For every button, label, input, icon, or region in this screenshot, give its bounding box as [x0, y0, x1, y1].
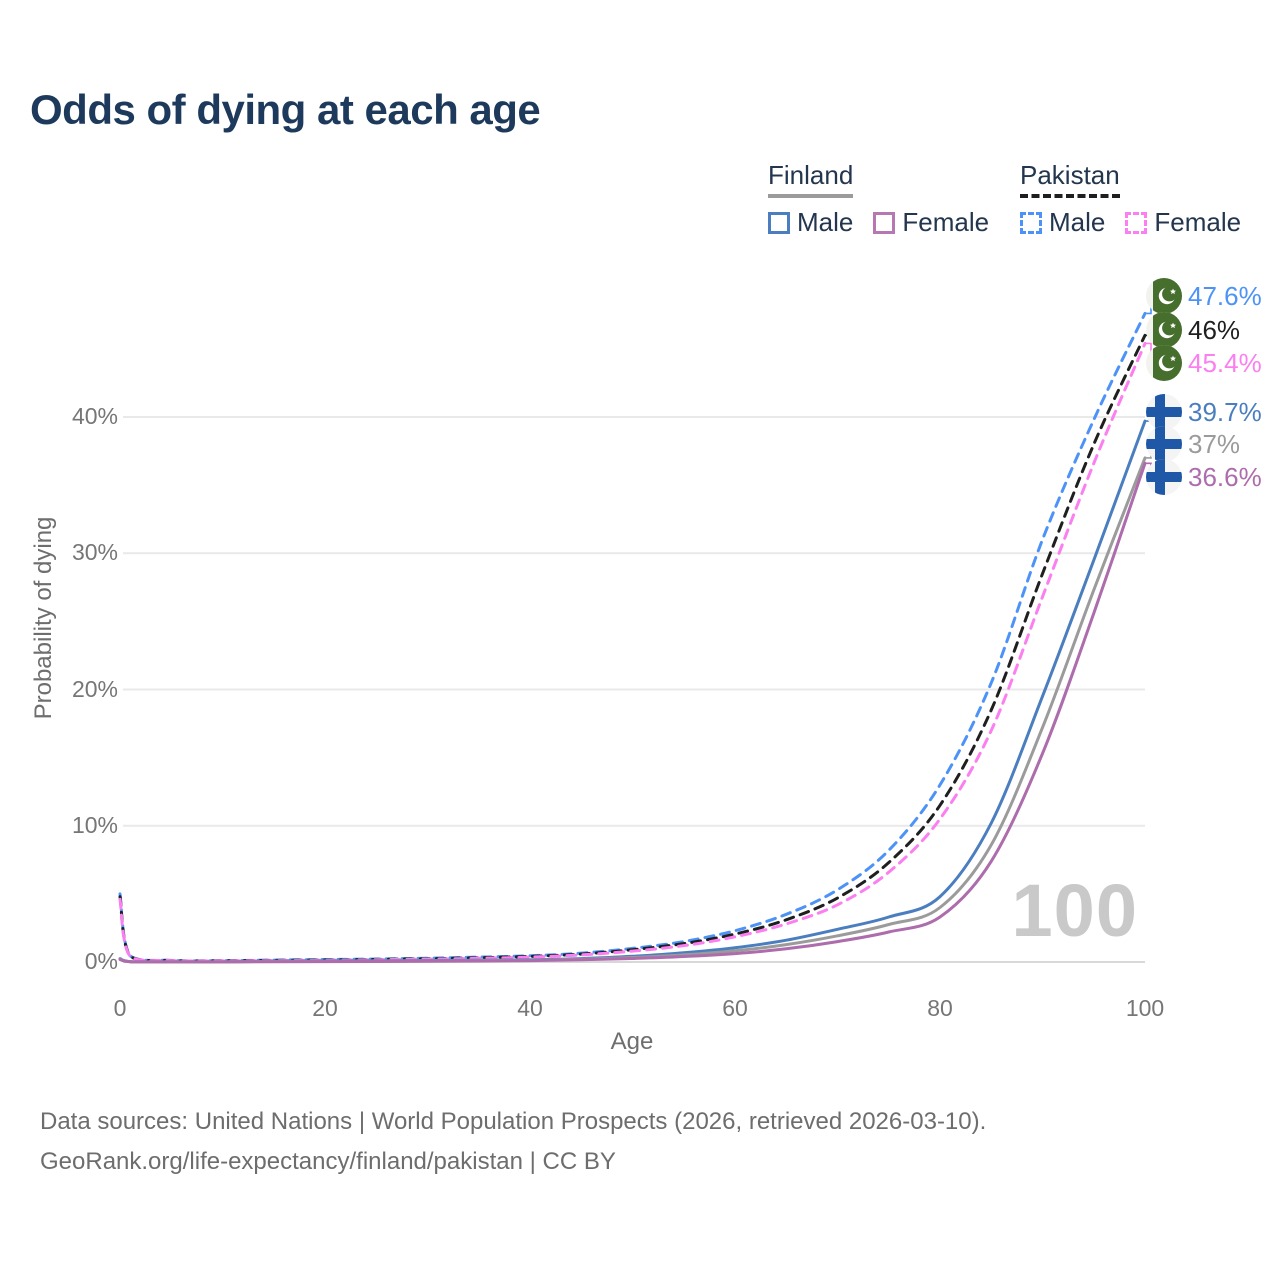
x-tick-label: 0: [113, 995, 127, 1021]
x-tick-label: 40: [517, 995, 543, 1021]
y-tick-label: 30%: [71, 539, 118, 566]
legend-item-label: Female: [1154, 207, 1242, 237]
legend-item-label: Female: [902, 207, 990, 237]
x-tick-label: 100: [1125, 995, 1165, 1021]
finland-flag-icon: [1146, 426, 1182, 462]
finland-flag-icon: [1146, 394, 1182, 430]
legend-item-pakistan-female[interactable]: Female: [1125, 207, 1241, 238]
finland-male-checkbox[interactable]: [768, 211, 790, 234]
legend-item-pakistan-male[interactable]: Male: [1020, 207, 1105, 238]
legend-item-finland-male[interactable]: Male: [768, 207, 853, 238]
pakistan-flag-icon: [1146, 345, 1182, 381]
end-value-label: 45.4%: [1188, 347, 1262, 378]
age-counter-watermark: 100: [1011, 869, 1138, 952]
x-tick-label: 20: [312, 995, 338, 1021]
end-label-finland-male: 39.7%: [1146, 394, 1262, 430]
series-line-fin-male: [118, 419, 1147, 964]
page-title: Odds of dying at each age: [30, 86, 541, 133]
end-label-finland-both: 37%: [1146, 426, 1240, 462]
y-tick-label: 10%: [71, 811, 118, 838]
end-label-pakistan-female: 45.4%: [1146, 345, 1262, 381]
end-value-label: 47.6%: [1188, 280, 1262, 311]
end-label-pakistan-both: 46%: [1146, 312, 1240, 348]
pakistan-female-checkbox[interactable]: [1125, 211, 1148, 234]
legend-group-finland: Finland Male Female: [768, 160, 989, 238]
end-value-label: 37%: [1188, 428, 1241, 459]
pakistan-flag-icon: [1146, 278, 1182, 314]
legend-pakistan-label: Pakistan: [1020, 160, 1120, 198]
pakistan-flag-icon: [1146, 312, 1182, 348]
y-tick-label: 0%: [84, 948, 118, 974]
legend-finland-label: Finland: [768, 160, 854, 198]
pakistan-male-checkbox[interactable]: [1020, 211, 1042, 234]
x-axis-title: Age: [610, 1028, 654, 1055]
end-value-label: 36.6%: [1188, 461, 1262, 492]
y-tick-label: 20%: [71, 675, 118, 702]
end-label-pakistan-male: 47.6%: [1146, 278, 1262, 314]
x-tick-label: 80: [927, 995, 953, 1021]
legend-item-finland-female[interactable]: Female: [873, 207, 989, 238]
line-chart: [118, 295, 1158, 964]
data-sources-text: Data sources: United Nations | World Pop…: [40, 1108, 987, 1135]
end-value-label: 46%: [1188, 314, 1241, 345]
legend-item-label: Male: [797, 207, 854, 237]
legend-item-label: Male: [1049, 207, 1106, 237]
finland-flag-icon: [1146, 459, 1182, 495]
series-line-pak-female: [118, 341, 1147, 963]
legend-group-pakistan: Pakistan Male Female: [1020, 160, 1241, 238]
end-label-finland-female: 36.6%: [1146, 459, 1262, 495]
finland-female-checkbox[interactable]: [873, 211, 896, 234]
series-line-pak-both: [118, 333, 1147, 963]
series-line-fin-female: [118, 461, 1147, 964]
attribution-text: GeoRank.org/life-expectancy/finland/paki…: [40, 1148, 616, 1175]
end-value-label: 39.7%: [1188, 396, 1262, 427]
x-tick-label: 60: [722, 995, 748, 1021]
y-tick-label: 40%: [71, 403, 118, 429]
